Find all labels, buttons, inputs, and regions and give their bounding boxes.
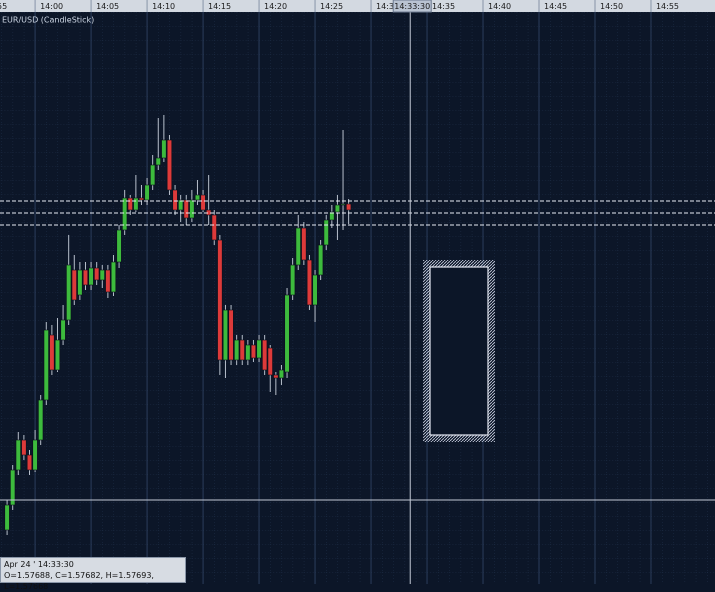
candle-body (200, 194, 206, 211)
time-axis-bar (0, 0, 715, 12)
candle-body (172, 189, 178, 211)
candle-body (150, 164, 156, 186)
chart-title: EUR/USD (CandleStick) (2, 16, 94, 25)
status-ohlc: O=1.57688, C=1.57682, H=1.57693, L=1.576… (4, 571, 154, 591)
candle-body (211, 214, 217, 241)
candle-body (82, 269, 89, 286)
candle-body (60, 319, 66, 341)
candle-body (250, 344, 257, 359)
candle-body (329, 211, 335, 221)
candle-body (189, 199, 195, 219)
candle-body (49, 334, 55, 371)
x-tick-label: 14:55 (656, 2, 679, 11)
candle-body (312, 274, 318, 306)
candle-body (194, 194, 201, 201)
crosshair-label-box (392, 0, 432, 13)
candle-body (222, 309, 229, 361)
candle-body (290, 264, 296, 296)
candle-body (133, 197, 139, 211)
candle-body (183, 199, 189, 219)
x-tick-label: 14:50 (600, 2, 623, 11)
candle-body (161, 139, 167, 159)
candle-body (99, 269, 105, 281)
x-tick-label: 14:20 (264, 2, 287, 11)
candle-body (71, 269, 77, 301)
candle-body (94, 267, 100, 281)
candle-body (273, 374, 279, 379)
candle-body (122, 197, 128, 231)
candle-body (306, 259, 313, 306)
candle-body (144, 184, 150, 201)
candle-body (155, 157, 161, 166)
candle-body (256, 339, 262, 359)
candle-body (77, 269, 83, 296)
candle-body (166, 139, 173, 191)
drawing-rectangle[interactable] (423, 260, 495, 442)
candle-body (284, 294, 290, 373)
x-tick-label: 13:55 (0, 2, 7, 11)
candle-body (116, 229, 122, 263)
status-bar: Apr 24 ' 14:33:30 O=1.57688, C=1.57682, … (0, 557, 186, 591)
candle-body (318, 244, 324, 276)
candle-body (262, 339, 268, 371)
candle-body (4, 504, 10, 531)
x-tick-label: 14:25 (320, 2, 343, 11)
candle-body (138, 197, 145, 201)
candle-body (54, 339, 61, 371)
candle-body (323, 219, 329, 246)
candle-body (105, 269, 111, 293)
candle-body (295, 227, 301, 266)
candle-body (178, 199, 184, 211)
x-tick-label: 14:05 (96, 2, 119, 11)
candle-body (346, 203, 352, 211)
candle-body (228, 309, 234, 361)
rectangle-inner (429, 266, 489, 436)
candle-body (26, 454, 33, 471)
candle-body (301, 227, 307, 261)
candle-body (267, 347, 273, 376)
x-tick-label: 14:35 (432, 2, 455, 11)
candle-body (15, 439, 21, 471)
x-tick-label: 14:30 (376, 2, 399, 11)
candle-body (217, 239, 223, 361)
x-tick-label: 14:45 (544, 2, 567, 11)
candle-body (10, 469, 16, 506)
candle-body (239, 339, 245, 361)
x-tick-label: 14:15 (208, 2, 231, 11)
candle-body (245, 344, 251, 361)
x-tick-label: 14:40 (488, 2, 511, 11)
candle-body (110, 261, 117, 293)
candle-body (127, 197, 133, 211)
x-tick-label: 14:10 (152, 2, 175, 11)
candle-body (38, 399, 44, 441)
status-date: Apr 24 ' 14:33:30 (4, 560, 74, 569)
candle-body (278, 369, 285, 379)
candle-body (66, 264, 72, 321)
candle-body (234, 339, 240, 361)
x-tick-label: 14:00 (40, 2, 63, 11)
candle-body (88, 267, 94, 286)
minor-grid (0, 12, 715, 584)
crosshair-label: 14:33:30 (394, 2, 430, 11)
candle-body (43, 329, 49, 401)
candle-body (21, 439, 27, 456)
candle-body (32, 439, 38, 471)
candle-body (340, 203, 346, 206)
candle-body (334, 204, 341, 213)
